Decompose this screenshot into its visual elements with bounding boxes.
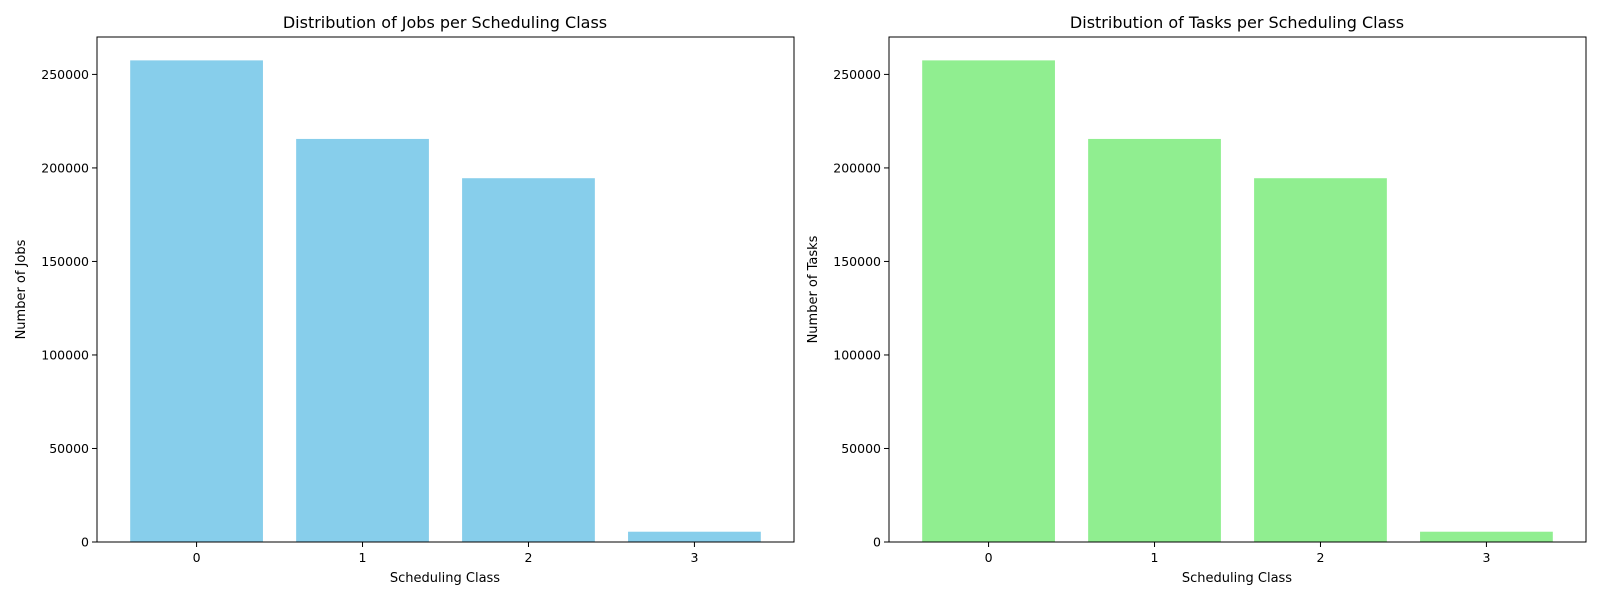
x-tick-label: 0: [193, 550, 201, 565]
y-tick-label: 150000: [41, 254, 89, 269]
plot-frame: [96, 36, 795, 543]
bar-1: [296, 138, 429, 542]
jobs-chart: Distribution of Jobs per Scheduling Clas…: [14, 13, 795, 586]
y-tick-label: 0: [81, 535, 89, 550]
x-tick-label: 3: [690, 550, 698, 565]
y-tick-label: 250000: [41, 67, 89, 82]
bar-group: [922, 60, 1553, 543]
x-axis-ticks: 0 1 2 3: [193, 542, 698, 565]
x-tick-label: 3: [1482, 550, 1490, 565]
bar-2: [1254, 178, 1387, 543]
x-axis-label: Scheduling Class: [390, 571, 500, 586]
bar-1: [1088, 138, 1221, 542]
plot-frame: [888, 36, 1587, 543]
y-tick-label: 200000: [41, 160, 89, 175]
y-tick-label: 50000: [841, 441, 881, 456]
y-tick-label: 100000: [833, 347, 881, 362]
chart-title: Distribution of Tasks per Scheduling Cla…: [1070, 13, 1404, 32]
x-tick-label: 1: [1151, 550, 1159, 565]
x-axis-ticks: 0 1 2 3: [985, 542, 1490, 565]
y-axis-ticks: 0 50000 100000 150000 200000 250000: [41, 67, 97, 550]
tasks-chart: Distribution of Tasks per Scheduling Cla…: [806, 13, 1587, 586]
bar-group: [130, 60, 761, 543]
bar-3: [1420, 531, 1553, 542]
x-tick-label: 0: [985, 550, 993, 565]
bar-0: [922, 60, 1055, 542]
bar-0: [130, 60, 263, 542]
bar-3: [628, 531, 761, 542]
chart-title: Distribution of Jobs per Scheduling Clas…: [283, 13, 607, 32]
y-axis-label: Number of Jobs: [14, 239, 29, 339]
x-tick-label: 2: [1316, 550, 1324, 565]
y-tick-label: 100000: [41, 347, 89, 362]
bar-2: [462, 178, 595, 543]
y-tick-label: 250000: [833, 67, 881, 82]
x-tick-label: 2: [524, 550, 532, 565]
y-tick-label: 200000: [833, 160, 881, 175]
x-tick-label: 1: [359, 550, 367, 565]
y-tick-label: 150000: [833, 254, 881, 269]
y-axis-ticks: 0 50000 100000 150000 200000 250000: [833, 67, 889, 550]
y-tick-label: 0: [873, 535, 881, 550]
y-tick-label: 50000: [49, 441, 89, 456]
x-axis-label: Scheduling Class: [1182, 571, 1292, 586]
y-axis-label: Number of Tasks: [806, 235, 821, 343]
